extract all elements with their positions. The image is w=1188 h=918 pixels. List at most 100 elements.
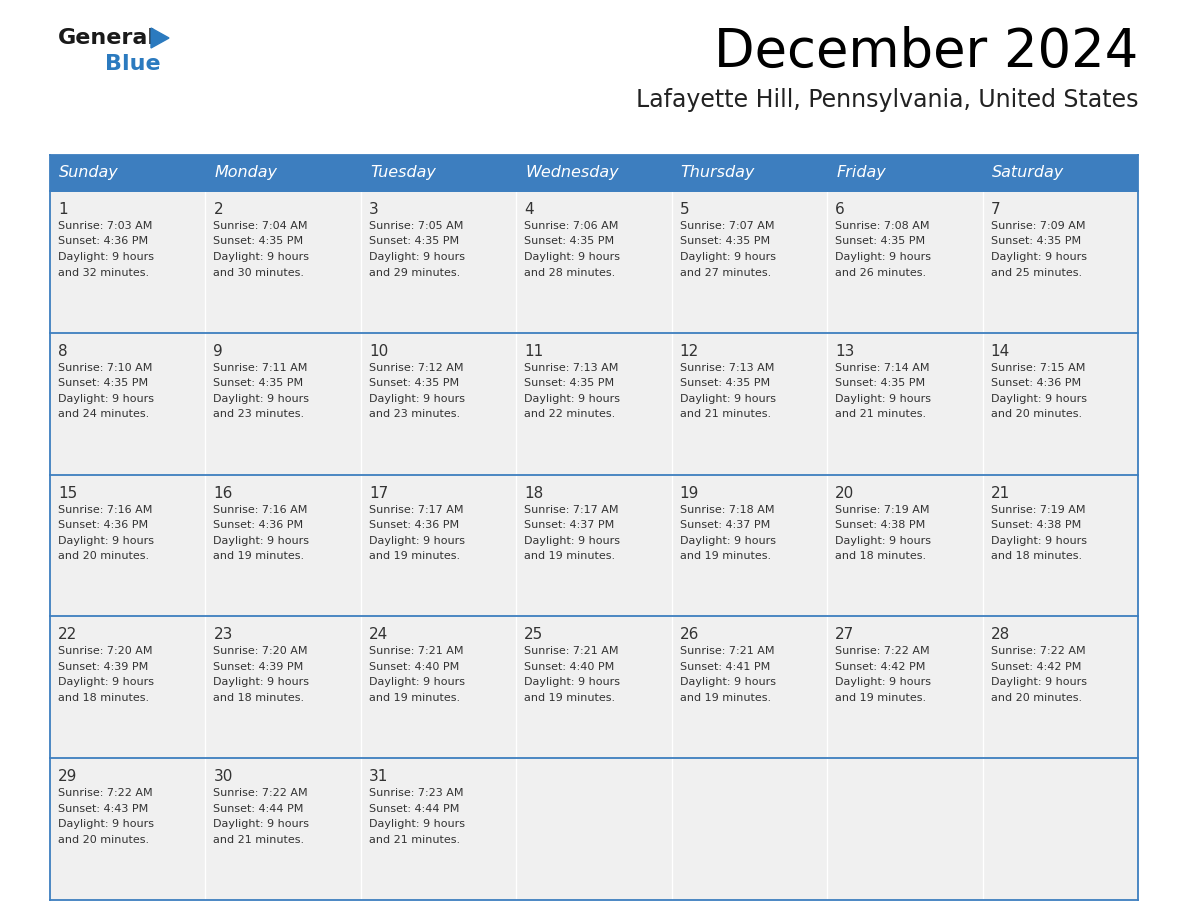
Text: Daylight: 9 hours: Daylight: 9 hours bbox=[524, 394, 620, 404]
Text: and 32 minutes.: and 32 minutes. bbox=[58, 267, 150, 277]
Text: and 22 minutes.: and 22 minutes. bbox=[524, 409, 615, 420]
Text: 19: 19 bbox=[680, 486, 699, 500]
Text: Sunrise: 7:13 AM: Sunrise: 7:13 AM bbox=[524, 363, 619, 373]
Text: Sunrise: 7:20 AM: Sunrise: 7:20 AM bbox=[58, 646, 152, 656]
Text: Sunset: 4:39 PM: Sunset: 4:39 PM bbox=[214, 662, 304, 672]
Text: and 24 minutes.: and 24 minutes. bbox=[58, 409, 150, 420]
Text: and 21 minutes.: and 21 minutes. bbox=[368, 834, 460, 845]
Text: Daylight: 9 hours: Daylight: 9 hours bbox=[680, 394, 776, 404]
Text: 9: 9 bbox=[214, 344, 223, 359]
Bar bbox=[361, 758, 517, 900]
Bar bbox=[982, 155, 1138, 191]
Text: Sunset: 4:36 PM: Sunset: 4:36 PM bbox=[991, 378, 1081, 388]
Text: Wednesday: Wednesday bbox=[525, 165, 619, 181]
Text: Sunday: Sunday bbox=[59, 165, 119, 181]
Text: 28: 28 bbox=[991, 627, 1010, 643]
Text: and 18 minutes.: and 18 minutes. bbox=[58, 693, 150, 703]
Text: Sunrise: 7:04 AM: Sunrise: 7:04 AM bbox=[214, 221, 308, 231]
Text: Sunset: 4:44 PM: Sunset: 4:44 PM bbox=[214, 803, 304, 813]
Text: General: General bbox=[58, 28, 156, 48]
Text: 21: 21 bbox=[991, 486, 1010, 500]
Text: December 2024: December 2024 bbox=[714, 26, 1138, 78]
Text: Sunrise: 7:20 AM: Sunrise: 7:20 AM bbox=[214, 646, 308, 656]
Text: Sunrise: 7:19 AM: Sunrise: 7:19 AM bbox=[991, 505, 1085, 515]
Text: 29: 29 bbox=[58, 769, 77, 784]
Bar bbox=[827, 333, 982, 475]
Bar bbox=[517, 155, 671, 191]
Text: Sunset: 4:35 PM: Sunset: 4:35 PM bbox=[58, 378, 148, 388]
Text: Daylight: 9 hours: Daylight: 9 hours bbox=[524, 252, 620, 262]
Text: and 27 minutes.: and 27 minutes. bbox=[680, 267, 771, 277]
Text: 5: 5 bbox=[680, 202, 689, 217]
Text: Sunrise: 7:21 AM: Sunrise: 7:21 AM bbox=[524, 646, 619, 656]
Text: and 19 minutes.: and 19 minutes. bbox=[524, 551, 615, 561]
Text: and 20 minutes.: and 20 minutes. bbox=[58, 834, 150, 845]
Text: Sunrise: 7:07 AM: Sunrise: 7:07 AM bbox=[680, 221, 775, 231]
Text: Sunset: 4:35 PM: Sunset: 4:35 PM bbox=[680, 378, 770, 388]
Text: Sunrise: 7:19 AM: Sunrise: 7:19 AM bbox=[835, 505, 930, 515]
Text: Sunset: 4:35 PM: Sunset: 4:35 PM bbox=[368, 237, 459, 247]
Text: 1: 1 bbox=[58, 202, 68, 217]
Bar bbox=[361, 475, 517, 616]
Text: Sunset: 4:39 PM: Sunset: 4:39 PM bbox=[58, 662, 148, 672]
Text: Sunrise: 7:15 AM: Sunrise: 7:15 AM bbox=[991, 363, 1085, 373]
Bar bbox=[827, 191, 982, 333]
Text: 4: 4 bbox=[524, 202, 533, 217]
Text: 27: 27 bbox=[835, 627, 854, 643]
Bar bbox=[517, 475, 671, 616]
Text: 3: 3 bbox=[368, 202, 379, 217]
Bar bbox=[517, 333, 671, 475]
Bar bbox=[50, 191, 206, 333]
Text: Saturday: Saturday bbox=[992, 165, 1063, 181]
Text: Daylight: 9 hours: Daylight: 9 hours bbox=[368, 819, 465, 829]
Text: Sunrise: 7:22 AM: Sunrise: 7:22 AM bbox=[58, 789, 152, 798]
Bar bbox=[50, 333, 206, 475]
Text: Sunset: 4:35 PM: Sunset: 4:35 PM bbox=[368, 378, 459, 388]
Text: and 21 minutes.: and 21 minutes. bbox=[835, 409, 927, 420]
Text: and 20 minutes.: and 20 minutes. bbox=[991, 693, 1082, 703]
Bar bbox=[982, 616, 1138, 758]
Text: Blue: Blue bbox=[105, 54, 160, 74]
Text: Sunrise: 7:23 AM: Sunrise: 7:23 AM bbox=[368, 789, 463, 798]
Text: Sunset: 4:35 PM: Sunset: 4:35 PM bbox=[835, 378, 925, 388]
Text: 11: 11 bbox=[524, 344, 544, 359]
Text: 12: 12 bbox=[680, 344, 699, 359]
Text: 17: 17 bbox=[368, 486, 388, 500]
Text: Sunrise: 7:17 AM: Sunrise: 7:17 AM bbox=[368, 505, 463, 515]
Text: Sunrise: 7:14 AM: Sunrise: 7:14 AM bbox=[835, 363, 930, 373]
Text: Lafayette Hill, Pennsylvania, United States: Lafayette Hill, Pennsylvania, United Sta… bbox=[636, 88, 1138, 112]
Bar bbox=[671, 475, 827, 616]
Text: 31: 31 bbox=[368, 769, 388, 784]
Text: Daylight: 9 hours: Daylight: 9 hours bbox=[368, 252, 465, 262]
Text: Daylight: 9 hours: Daylight: 9 hours bbox=[214, 819, 309, 829]
Bar bbox=[982, 333, 1138, 475]
Text: Daylight: 9 hours: Daylight: 9 hours bbox=[835, 535, 931, 545]
Text: Daylight: 9 hours: Daylight: 9 hours bbox=[991, 394, 1087, 404]
Text: Sunrise: 7:13 AM: Sunrise: 7:13 AM bbox=[680, 363, 775, 373]
Bar bbox=[361, 155, 517, 191]
Text: Sunset: 4:43 PM: Sunset: 4:43 PM bbox=[58, 803, 148, 813]
Text: and 25 minutes.: and 25 minutes. bbox=[991, 267, 1082, 277]
Text: and 19 minutes.: and 19 minutes. bbox=[214, 551, 304, 561]
Text: Sunset: 4:35 PM: Sunset: 4:35 PM bbox=[991, 237, 1081, 247]
Bar bbox=[671, 191, 827, 333]
Polygon shape bbox=[151, 28, 169, 48]
Text: and 21 minutes.: and 21 minutes. bbox=[214, 834, 304, 845]
Text: and 19 minutes.: and 19 minutes. bbox=[524, 693, 615, 703]
Text: Daylight: 9 hours: Daylight: 9 hours bbox=[680, 677, 776, 688]
Text: Sunset: 4:36 PM: Sunset: 4:36 PM bbox=[214, 521, 304, 530]
Text: Sunrise: 7:16 AM: Sunrise: 7:16 AM bbox=[58, 505, 152, 515]
Text: Sunrise: 7:03 AM: Sunrise: 7:03 AM bbox=[58, 221, 152, 231]
Text: Sunset: 4:35 PM: Sunset: 4:35 PM bbox=[524, 237, 614, 247]
Bar bbox=[50, 758, 206, 900]
Text: Daylight: 9 hours: Daylight: 9 hours bbox=[835, 677, 931, 688]
Bar bbox=[982, 475, 1138, 616]
Bar bbox=[50, 155, 206, 191]
Text: Sunset: 4:42 PM: Sunset: 4:42 PM bbox=[991, 662, 1081, 672]
Bar bbox=[517, 616, 671, 758]
Bar bbox=[206, 191, 361, 333]
Text: Daylight: 9 hours: Daylight: 9 hours bbox=[680, 252, 776, 262]
Text: Sunrise: 7:22 AM: Sunrise: 7:22 AM bbox=[991, 646, 1085, 656]
Text: Sunrise: 7:09 AM: Sunrise: 7:09 AM bbox=[991, 221, 1085, 231]
Text: Sunset: 4:41 PM: Sunset: 4:41 PM bbox=[680, 662, 770, 672]
